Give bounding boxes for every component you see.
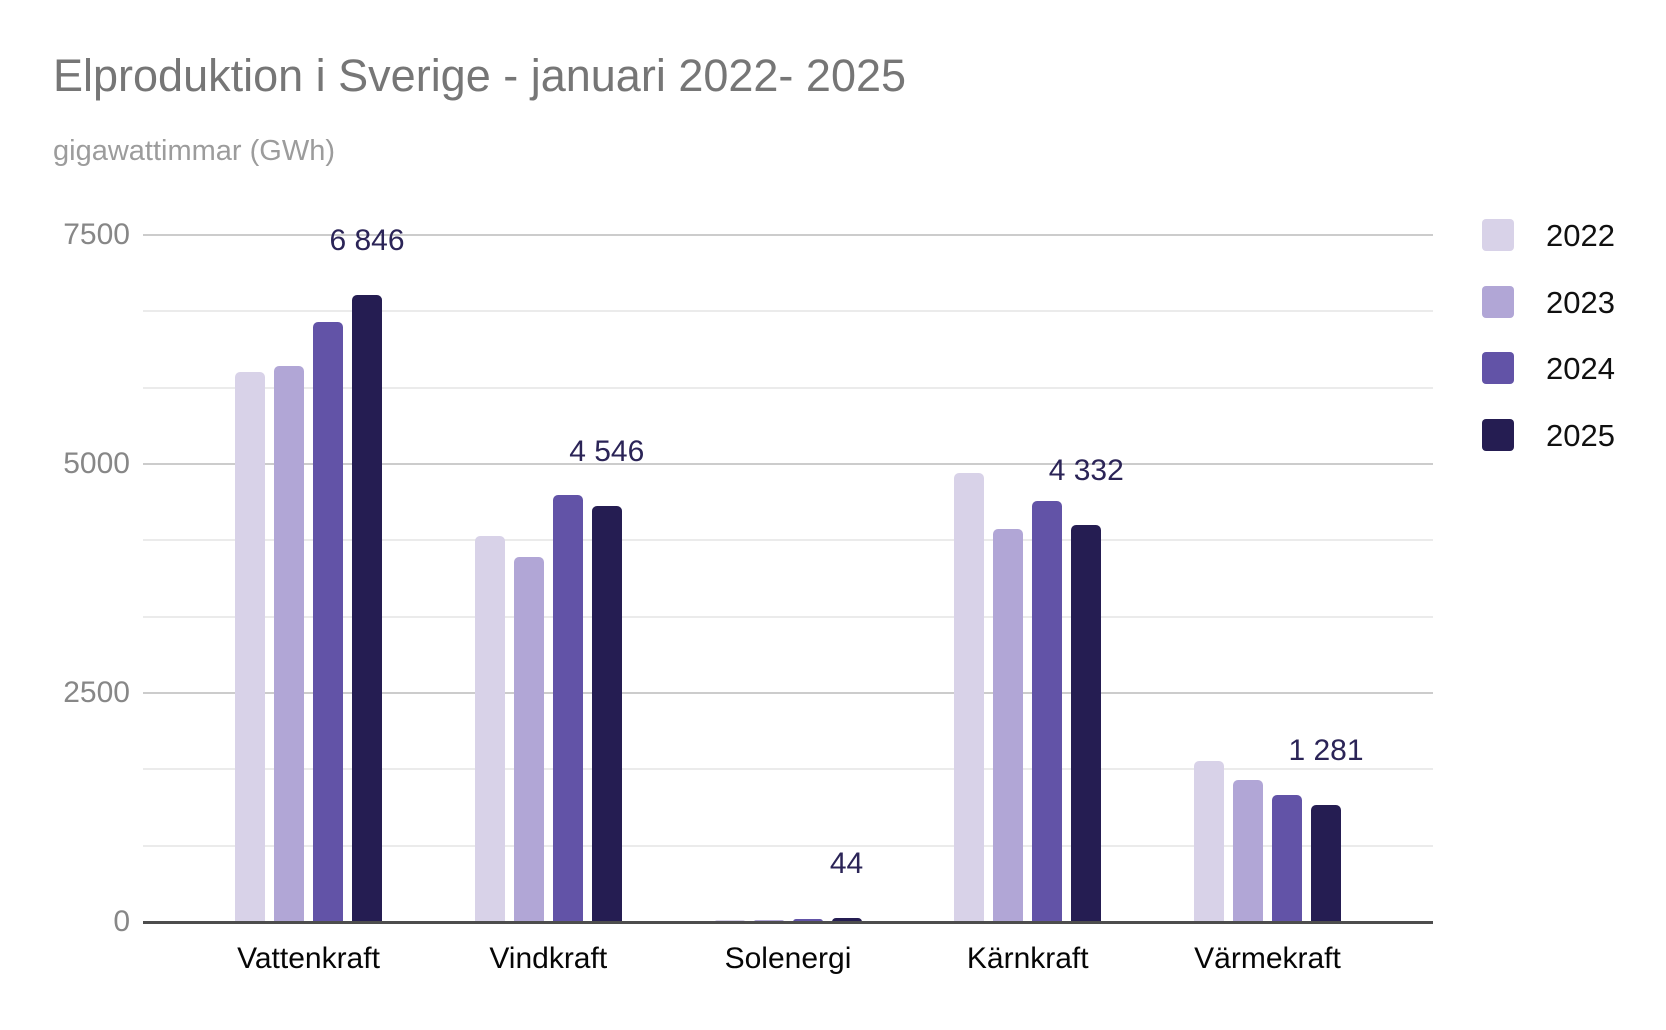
legend-swatch-2025 bbox=[1482, 419, 1514, 452]
bar-värmekraft-2023[interactable] bbox=[1233, 780, 1263, 922]
data-label: 1 281 bbox=[1288, 733, 1364, 767]
bar-kärnkraft-2024[interactable] bbox=[1032, 500, 1063, 922]
data-label: 6 846 bbox=[329, 223, 405, 257]
category-label: Vattenkraft bbox=[237, 942, 380, 975]
major-gridline bbox=[143, 692, 1433, 694]
y-axis-tick-label: 7500 bbox=[63, 218, 130, 251]
minor-gridline bbox=[143, 768, 1433, 771]
chart-subtitle: gigawattimmar (GWh) bbox=[53, 135, 335, 167]
legend-label-2022: 2022 bbox=[1546, 218, 1615, 253]
legend-swatch-2024 bbox=[1482, 352, 1514, 385]
minor-gridline bbox=[143, 310, 1433, 313]
legend-swatch-2023 bbox=[1482, 285, 1514, 318]
minor-gridline bbox=[143, 615, 1433, 618]
bar-vindkraft-2023[interactable] bbox=[513, 557, 544, 922]
bar-värmekraft-2025[interactable] bbox=[1311, 804, 1341, 922]
y-axis-tick-label: 5000 bbox=[63, 447, 130, 480]
data-label: 44 bbox=[829, 846, 864, 880]
legend-label-2023: 2023 bbox=[1546, 284, 1615, 320]
category-label: Kärnkraft bbox=[966, 942, 1089, 975]
category-label: Vindkraft bbox=[489, 942, 608, 975]
bar-värmekraft-2024[interactable] bbox=[1272, 794, 1302, 922]
legend-label-2025: 2025 bbox=[1546, 418, 1615, 454]
minor-gridline bbox=[143, 844, 1433, 847]
legend-label-2024: 2024 bbox=[1546, 351, 1615, 387]
bar-vattenkraft-2022[interactable] bbox=[235, 372, 265, 922]
x-axis-line bbox=[143, 921, 1433, 924]
bar-kärnkraft-2022[interactable] bbox=[954, 473, 985, 922]
bar-vattenkraft-2024[interactable] bbox=[313, 322, 343, 922]
chart-title: Elproduktion i Sverige - januari 2022- 2… bbox=[53, 50, 907, 101]
bar-solenergi-2025[interactable] bbox=[831, 917, 862, 922]
legend-swatch-2022 bbox=[1482, 219, 1514, 251]
bar-vindkraft-2022[interactable] bbox=[474, 535, 505, 922]
bar-solenergi-2024[interactable] bbox=[792, 918, 823, 922]
category-label: Värmekraft bbox=[1194, 942, 1341, 975]
data-label: 4 546 bbox=[569, 434, 645, 468]
bar-värmekraft-2022[interactable] bbox=[1194, 760, 1224, 922]
bar-vattenkraft-2025[interactable] bbox=[352, 294, 382, 922]
bar-solenergi-2023[interactable] bbox=[753, 919, 784, 922]
major-gridline bbox=[143, 234, 1433, 236]
category-label: Solenergi bbox=[724, 942, 852, 975]
bar-kärnkraft-2025[interactable] bbox=[1071, 525, 1102, 922]
minor-gridline bbox=[143, 539, 1433, 542]
bar-vindkraft-2025[interactable] bbox=[591, 505, 622, 922]
bar-kärnkraft-2023[interactable] bbox=[993, 529, 1024, 922]
y-axis-tick-label: 2500 bbox=[63, 676, 130, 709]
minor-gridline bbox=[143, 386, 1433, 389]
data-label: 4 332 bbox=[1048, 454, 1124, 488]
y-axis-tick-label: 0 bbox=[113, 905, 130, 938]
major-gridline bbox=[143, 463, 1433, 465]
bar-vattenkraft-2023[interactable] bbox=[274, 365, 304, 922]
bar-vindkraft-2024[interactable] bbox=[552, 495, 583, 922]
